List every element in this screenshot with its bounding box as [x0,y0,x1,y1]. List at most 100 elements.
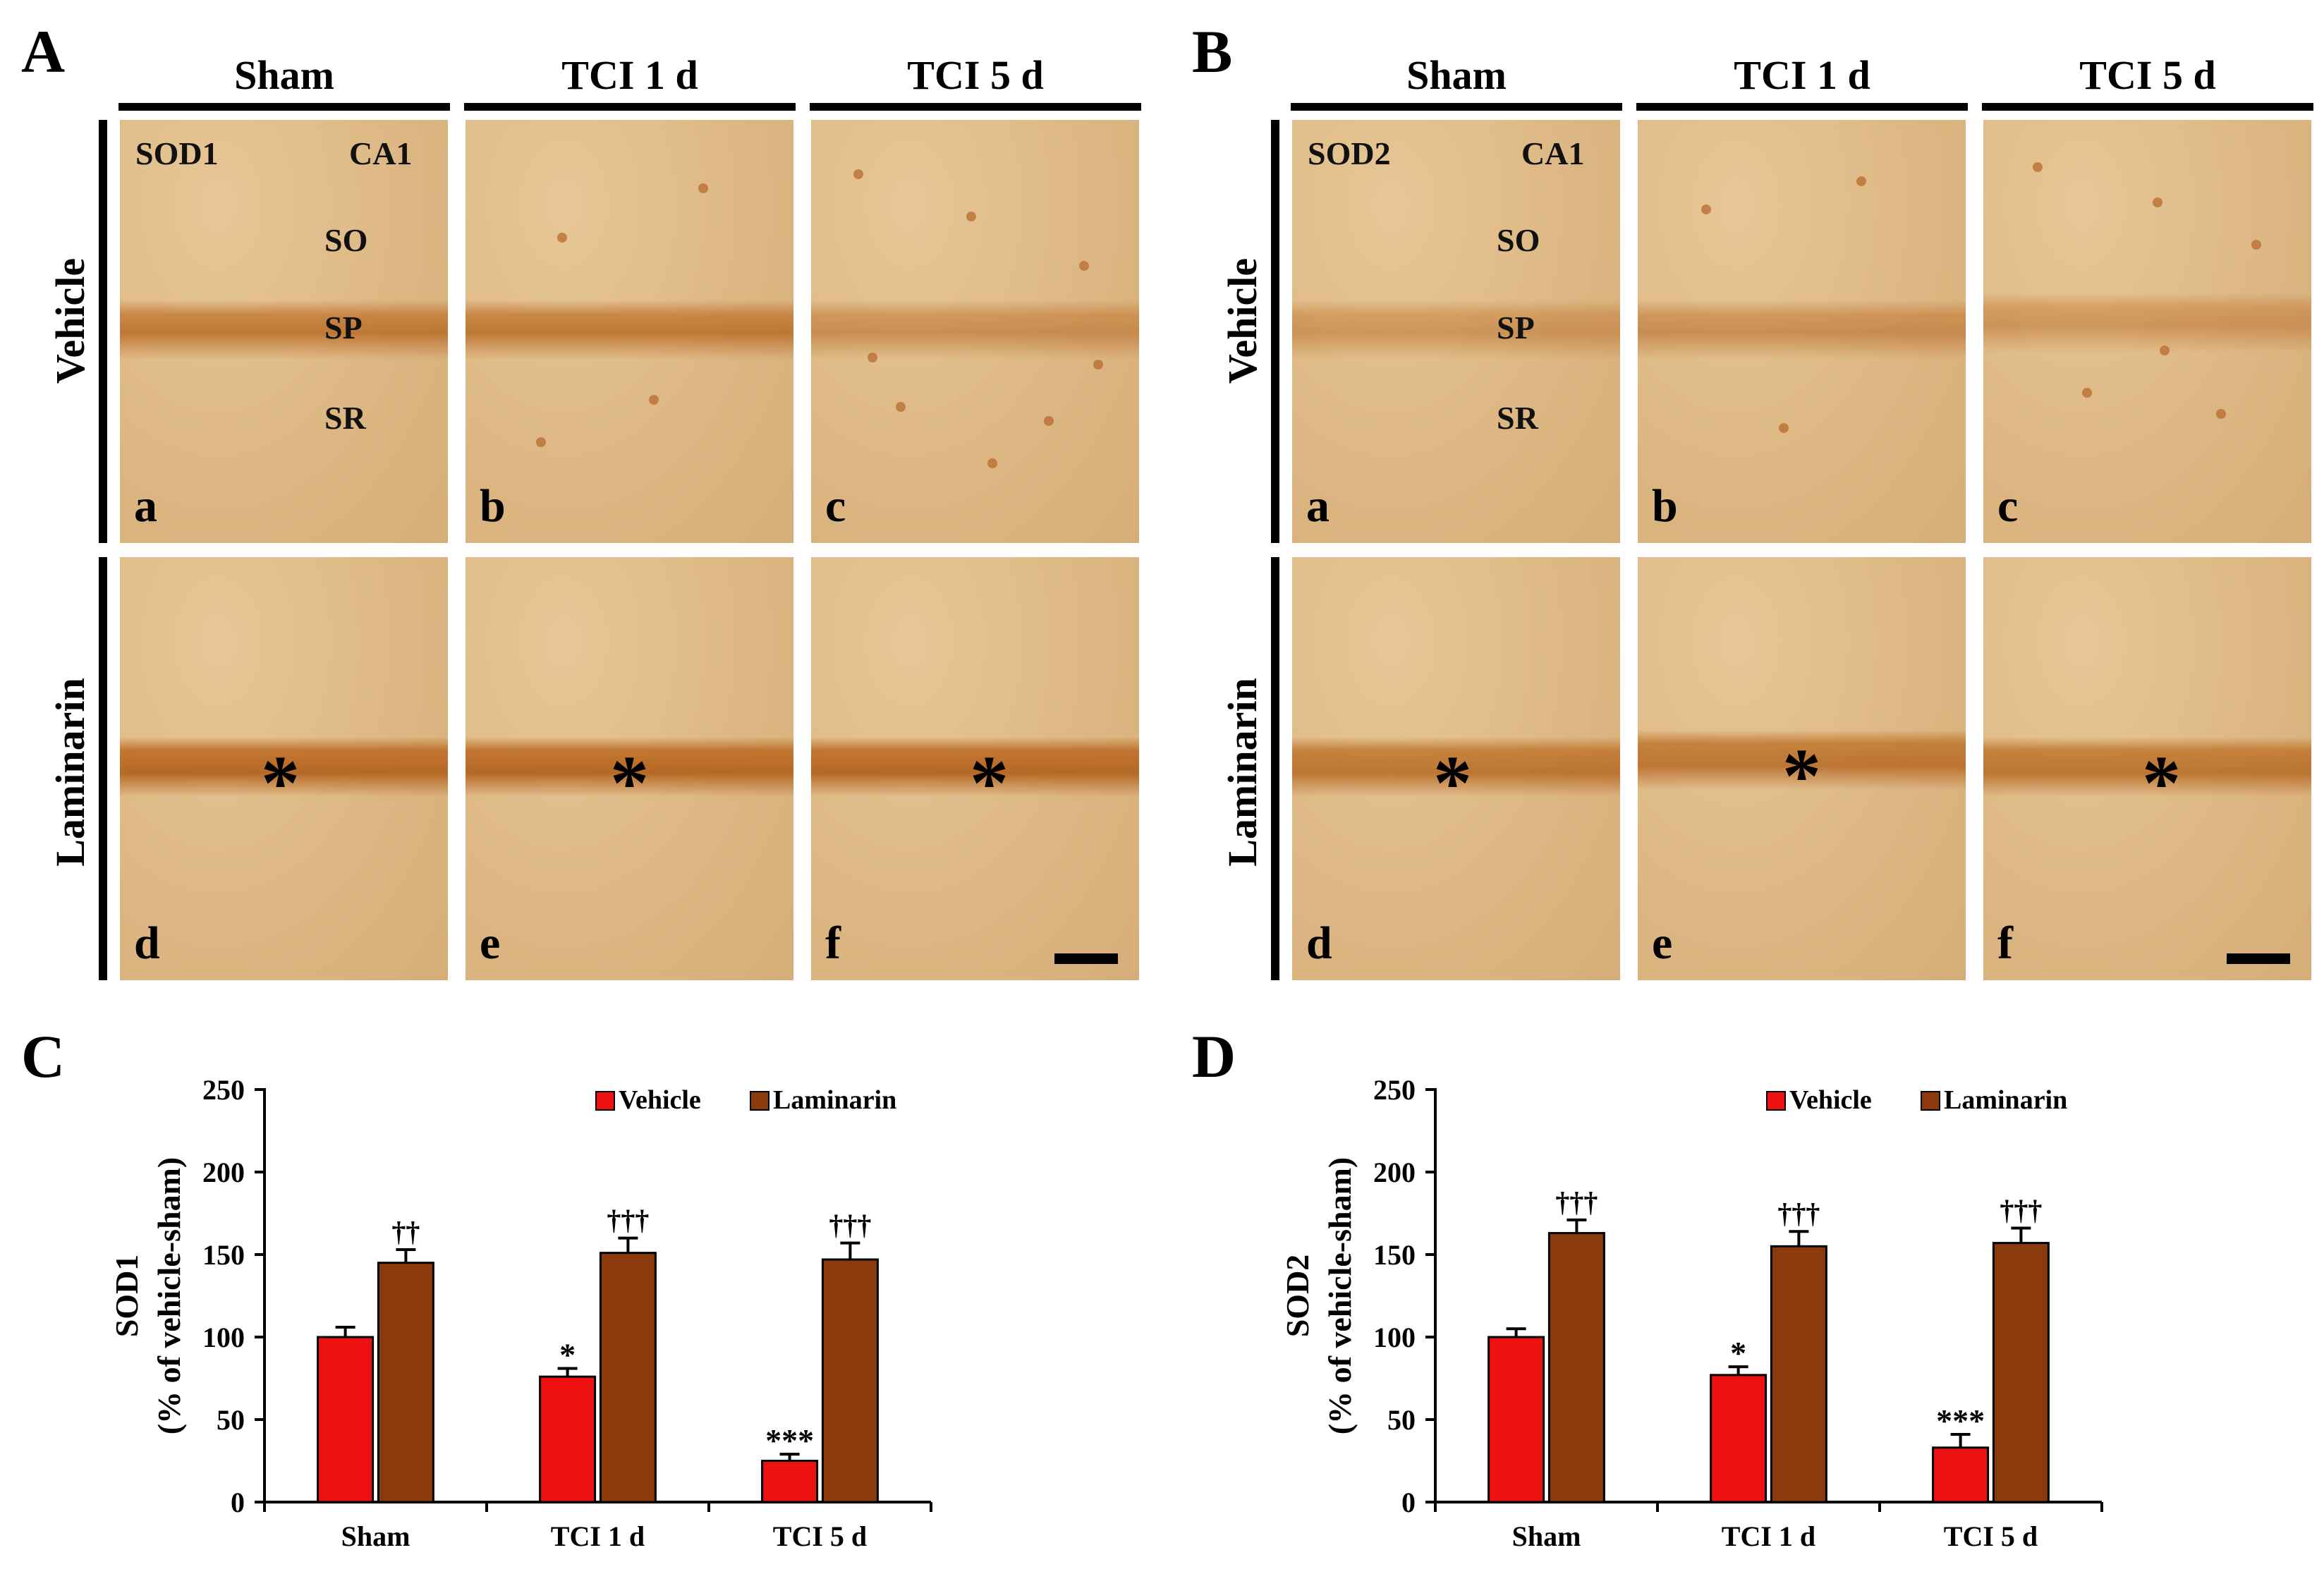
bar-vehicle [761,1460,819,1503]
asterisk-marker: * [1782,733,1821,819]
legend-label-vehicle: Vehicle [619,1085,701,1115]
row-label-b-laminarin: Laminarin [1219,678,1265,867]
col-bar [464,103,796,111]
significance-label: ††† [829,1209,871,1241]
micrograph-a-laminarin-tci5: * f [811,557,1139,980]
micrograph-a-laminarin-tci1: * e [466,557,793,980]
micrograph-b-laminarin-tci1: * e [1638,557,1966,980]
micrograph-a-vehicle-tci5: c [811,120,1139,543]
row-label-b-vehicle: Vehicle [1219,257,1265,384]
y-tick-label: 200 [1373,1157,1416,1188]
bar-vehicle [539,1375,597,1503]
scale-bar [1054,953,1118,964]
sublabel-f: f [825,917,841,969]
col-bar [810,103,1141,111]
micrograph-a-vehicle-tci1: b [466,120,793,543]
significance-label: ††† [1777,1197,1820,1229]
col-label-a-tci1: TCI 1 d [561,52,698,98]
row-label-a-vehicle: Vehicle [47,257,93,384]
y-tick-label: 100 [1373,1322,1416,1353]
micrograph-b-vehicle-tci5: c [1983,120,2311,543]
col-label-b-tci1: TCI 1 d [1734,52,1870,98]
bar-vehicle [1932,1446,1990,1503]
legend-label-laminarin: Laminarin [773,1085,896,1115]
asterisk-marker: * [261,740,300,826]
y-tick-label: 0 [231,1487,245,1518]
significance-label: ††† [607,1204,649,1236]
y-axis-label: SOD1 [109,1255,145,1338]
significance-label: * [1730,1335,1746,1371]
y-axis-label-unit: (% of vehicle-sham) [1322,1157,1358,1434]
x-tick-label: Sham [341,1520,410,1552]
x-tick-label: TCI 5 d [1944,1520,2038,1552]
col-label-b-sham: Sham [1406,52,1507,98]
bar-vehicle [1488,1336,1545,1503]
y-tick-label: 200 [202,1157,245,1188]
region-label: CA1 [1521,135,1585,171]
col-label-a-sham: Sham [234,52,334,98]
stain-label: SOD1 [135,135,219,171]
legend-label-laminarin: Laminarin [1944,1085,2067,1115]
layer-label-sp: SP [1497,310,1535,346]
sublabel-b: b [480,480,506,532]
significance-label: * [559,1336,576,1372]
panel-letter-c: C [21,1023,66,1090]
bar-laminarin [377,1262,434,1503]
legend-label-vehicle: Vehicle [1789,1085,1872,1115]
micrograph-b-laminarin-sham: * d [1292,557,1620,980]
layer-label-sp: SP [324,310,363,346]
panel-letter-b: B [1192,18,1233,85]
row-bar [1271,557,1279,980]
significance-label: *** [765,1422,814,1458]
y-axis-label-unit: (% of vehicle-sham) [151,1157,187,1434]
bar-laminarin [821,1258,879,1503]
region-label: CA1 [349,135,413,171]
col-bar [1636,103,1968,111]
legend-swatch-laminarin [750,1091,769,1111]
sublabel-c: c [1997,480,2019,532]
bar-vehicle [317,1336,375,1503]
row-bar [99,557,107,980]
bar-laminarin [1770,1245,1827,1503]
stain-label: SOD2 [1308,135,1391,171]
sublabel-c: c [825,480,846,532]
significance-label: ††† [2000,1195,2042,1226]
y-tick-label: 0 [1401,1487,1416,1518]
micrograph-b-vehicle-sham: SOD2 CA1 SO SP SR a [1292,120,1620,543]
legend-swatch-laminarin [1921,1091,1940,1111]
sublabel-d: d [1306,917,1332,969]
layer-label-so: SO [1497,222,1540,258]
bar-laminarin [1547,1232,1605,1503]
row-bar [99,120,107,543]
y-tick-label: 100 [202,1322,245,1353]
significance-label: †† [391,1216,420,1247]
col-bar [1291,103,1622,111]
y-tick-label: 150 [1373,1239,1416,1271]
legend-swatch-vehicle [1766,1091,1786,1111]
panel-letter-d: D [1192,1023,1236,1090]
significance-label: ††† [1555,1186,1598,1218]
scale-bar [2227,953,2290,964]
col-bar [118,103,450,111]
bar-vehicle [1710,1374,1768,1503]
micrograph-a-laminarin-sham: * d [120,557,448,980]
asterisk-marker: * [610,740,649,826]
y-tick-label: 250 [1373,1074,1416,1106]
x-tick-label: TCI 1 d [551,1520,645,1552]
y-tick-label: 150 [202,1239,245,1271]
sublabel-e: e [480,917,501,969]
sublabel-d: d [134,917,160,969]
row-label-a-laminarin: Laminarin [47,678,93,867]
micrograph-a-vehicle-sham: SOD1 CA1 SO SP SR a [120,120,448,543]
micrograph-b-vehicle-tci1: b [1638,120,1966,543]
layer-label-so: SO [324,222,368,258]
col-label-a-tci5: TCI 5 d [907,52,1044,98]
sublabel-a: a [134,480,157,532]
y-tick-label: 50 [217,1404,245,1436]
bar-laminarin [599,1252,657,1503]
legend-swatch-vehicle [595,1091,615,1111]
col-label-b-tci5: TCI 5 d [2079,52,2216,98]
micrograph-b-laminarin-tci5: * f [1983,557,2311,980]
